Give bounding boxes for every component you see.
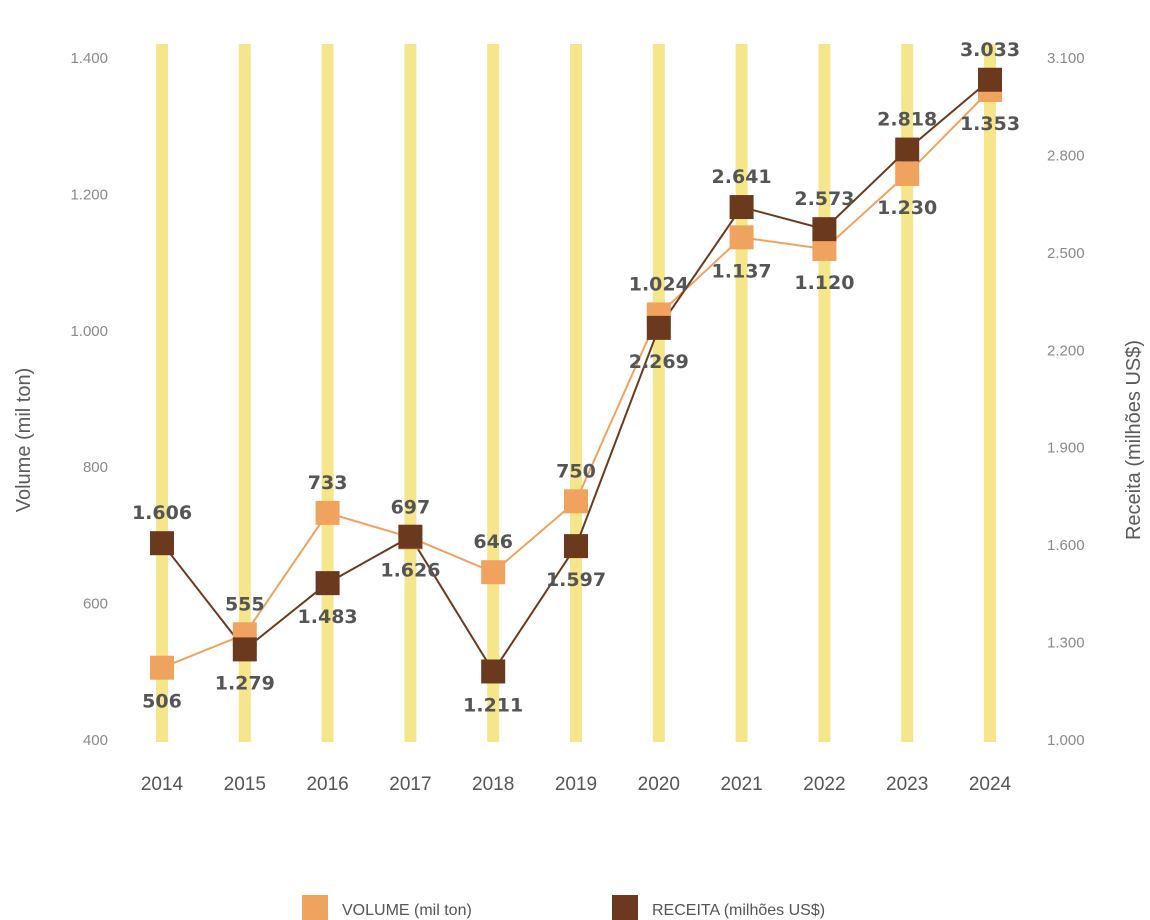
- legend-label-volume: VOLUME (mil ton): [342, 902, 472, 919]
- category-bar-2018: [487, 44, 500, 742]
- right-tick-label: 1.000: [1047, 732, 1085, 749]
- category-bar-2014: [156, 44, 168, 742]
- right-tick-label: 2.800: [1047, 147, 1085, 164]
- x-tick-label: 2020: [638, 774, 680, 795]
- data-label-receita: 1.626: [380, 560, 440, 582]
- data-label-receita: 1.211: [463, 694, 523, 716]
- left-tick-label: 600: [83, 596, 108, 613]
- data-label-volume: 555: [225, 593, 265, 615]
- data-label-volume: 1.120: [794, 272, 854, 294]
- right-tick-label: 3.100: [1047, 50, 1085, 67]
- data-label-volume: 1.353: [960, 113, 1020, 135]
- left-tick-label: 1.400: [70, 50, 108, 67]
- data-label-receita: 2.269: [629, 351, 689, 373]
- data-label-receita: 1.597: [546, 569, 606, 591]
- data-label-receita: 3.033: [960, 39, 1020, 61]
- right-axis-ticks: 1.000 1.300 1.600 1.900 2.200 2.500 2.800 3.100: [1047, 50, 1085, 749]
- data-label-volume: 750: [556, 460, 596, 482]
- data-label-receita: 1.606: [132, 502, 192, 524]
- marker-receita: [978, 67, 1002, 92]
- right-tick-label: 1.300: [1047, 635, 1085, 652]
- data-labels: 506 555 733 697 646 750 1.024 1.137 1.120 1.230 1.…: [132, 39, 1020, 717]
- right-axis-title: Receita (milhões US$): [1123, 340, 1145, 540]
- marker-volume: [729, 225, 754, 250]
- data-label-volume: 646: [473, 531, 513, 553]
- data-label-receita: 1.279: [215, 672, 275, 694]
- right-tick-label: 2.500: [1047, 245, 1085, 262]
- data-label-receita: 1.483: [298, 606, 358, 628]
- left-axis-ticks: 400 600 800 1.000 1.200 1.400: [70, 50, 108, 749]
- marker-receita: [564, 534, 588, 559]
- data-label-volume: 1.137: [712, 260, 772, 282]
- x-tick-label: 2021: [720, 774, 762, 795]
- legend-label-receita: RECEITA (milhões US$): [652, 902, 825, 919]
- data-label-volume: 506: [142, 691, 182, 713]
- legend: VOLUME (mil ton) RECEITA (milhões US$): [302, 895, 825, 920]
- data-label-receita: 2.641: [712, 166, 772, 188]
- x-axis-ticks: 2014 2015 2016 2017 2018 2019 2020 2021 2022 2023…: [141, 774, 1012, 795]
- x-tick-label: 2019: [555, 774, 597, 795]
- category-bar-2015: [238, 44, 251, 742]
- left-tick-label: 1.000: [70, 323, 108, 340]
- category-bar-2021: [735, 44, 748, 742]
- x-tick-label: 2015: [224, 774, 266, 795]
- right-tick-label: 1.900: [1047, 440, 1085, 457]
- x-tick-label: 2016: [306, 774, 348, 795]
- category-bar-2016: [321, 44, 334, 742]
- marker-receita: [646, 315, 671, 340]
- left-tick-label: 400: [83, 732, 108, 749]
- category-bar-2019: [570, 44, 582, 742]
- legend-swatch-volume: [302, 895, 328, 920]
- marker-receita: [398, 524, 423, 549]
- left-axis-title: Volume (mil ton): [13, 368, 35, 513]
- marker-volume: [481, 560, 506, 585]
- data-label-volume: 1.024: [629, 273, 689, 295]
- x-tick-label: 2024: [969, 774, 1012, 795]
- marker-receita: [315, 571, 340, 596]
- category-bars: [156, 44, 996, 742]
- left-tick-label: 1.200: [70, 186, 108, 203]
- left-tick-label: 800: [83, 459, 108, 476]
- marker-receita: [729, 195, 754, 220]
- data-label-volume: 697: [391, 496, 431, 518]
- category-bar-2022: [818, 44, 831, 742]
- marker-receita: [481, 659, 506, 684]
- x-tick-label: 2018: [472, 774, 514, 795]
- marker-receita: [812, 217, 837, 242]
- data-label-receita: 2.818: [877, 109, 937, 131]
- legend-swatch-receita: [612, 895, 638, 920]
- data-label-receita: 2.573: [794, 188, 854, 210]
- category-bar-2020: [652, 44, 665, 742]
- x-tick-label: 2014: [141, 774, 184, 795]
- marker-volume: [315, 500, 340, 525]
- marker-receita: [895, 137, 920, 162]
- category-bar-2024: [984, 44, 996, 742]
- data-label-volume: 1.230: [877, 197, 937, 219]
- x-tick-label: 2017: [389, 774, 431, 795]
- data-label-volume: 733: [308, 472, 348, 494]
- category-bar-2023: [901, 44, 914, 742]
- marker-volume: [150, 655, 174, 680]
- x-tick-label: 2022: [803, 774, 845, 795]
- marker-receita: [150, 531, 174, 556]
- right-tick-label: 2.200: [1047, 342, 1085, 359]
- x-tick-label: 2023: [886, 774, 928, 795]
- right-tick-label: 1.600: [1047, 537, 1085, 554]
- marker-volume: [564, 489, 588, 514]
- marker-receita: [232, 637, 257, 662]
- series-markers: [150, 67, 1002, 684]
- category-bar-2017: [404, 44, 417, 742]
- marker-volume: [895, 161, 920, 186]
